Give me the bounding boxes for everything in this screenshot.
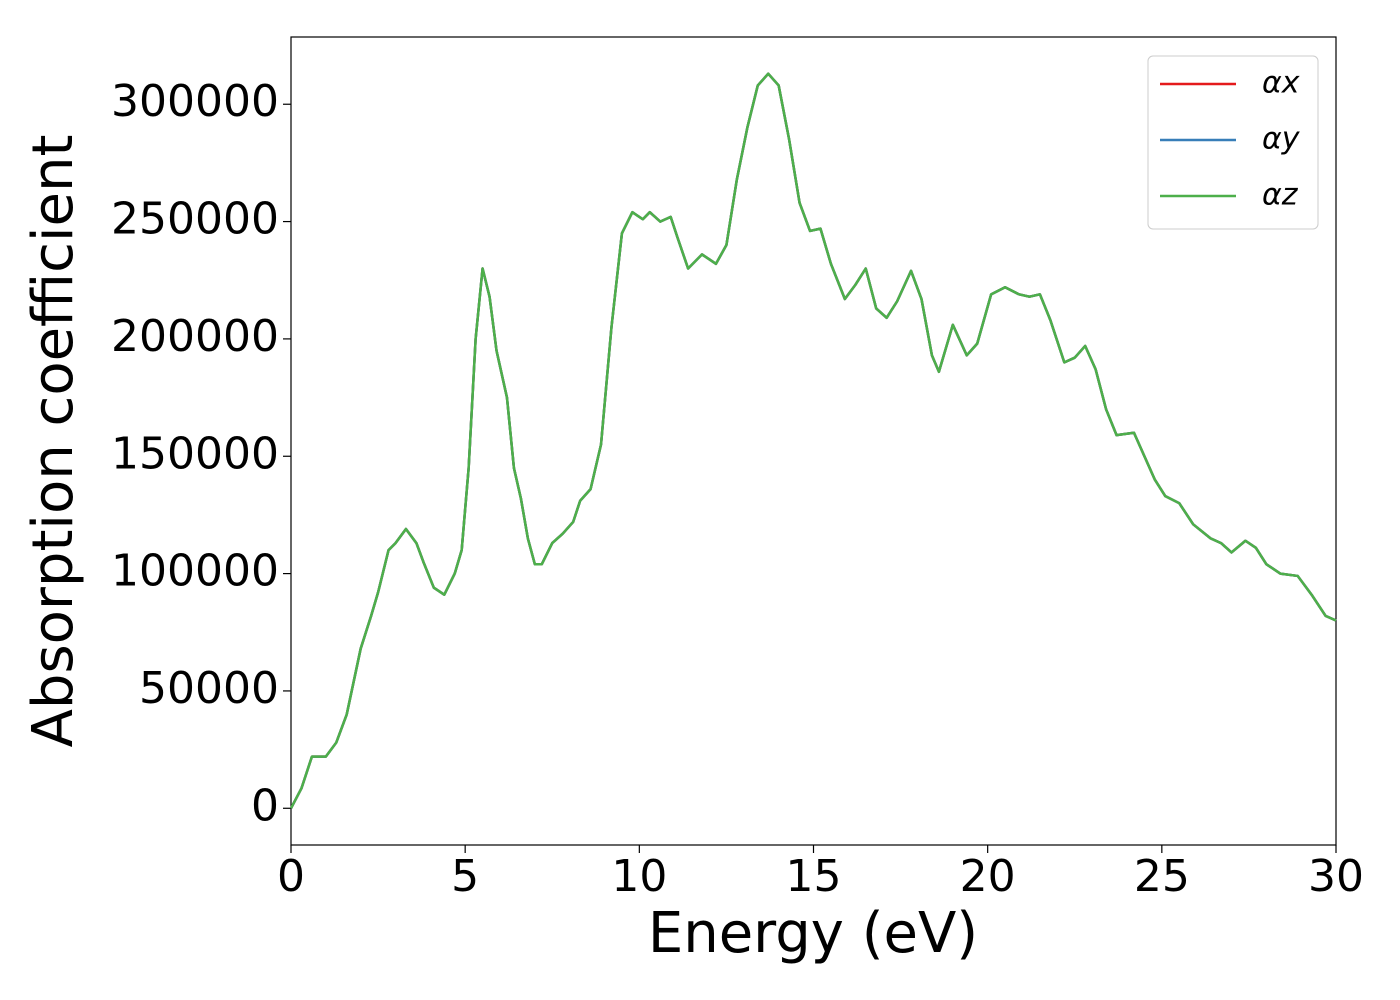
- x-axis-label: Energy (eV): [648, 901, 978, 966]
- series-line: [289, 72, 1337, 809]
- y-tick-label: 150000: [111, 428, 279, 479]
- y-tick-label: 200000: [111, 311, 279, 362]
- x-tick-label: 5: [451, 851, 479, 902]
- x-tick-label: 25: [1134, 851, 1190, 902]
- x-tick-label: 0: [277, 851, 305, 902]
- legend-box: [1147, 55, 1319, 230]
- x-tick-label: 30: [1308, 851, 1364, 902]
- y-tick-label: 0: [251, 780, 279, 831]
- y-axis-label: Absorption coefficient: [21, 135, 86, 748]
- x-tick-label: 20: [960, 851, 1016, 902]
- x-tick-label: 15: [786, 851, 842, 902]
- legend-label: αz: [1262, 178, 1299, 213]
- x-tick-label: 10: [611, 851, 667, 902]
- legend-label: αx: [1262, 66, 1300, 101]
- y-tick-label: 50000: [139, 663, 279, 714]
- y-tick-label: 250000: [111, 194, 279, 245]
- y-tick-label: 100000: [111, 546, 279, 597]
- legend-label: αy: [1262, 122, 1301, 157]
- y-tick-label: 300000: [111, 76, 279, 127]
